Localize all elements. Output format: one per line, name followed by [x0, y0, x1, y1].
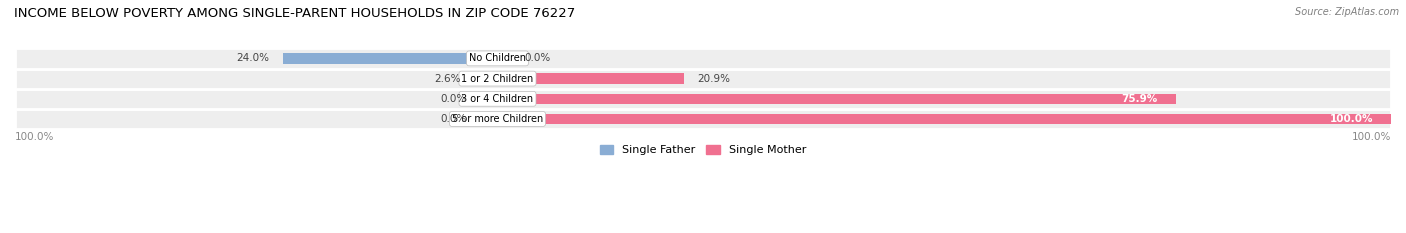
Bar — [15, 48, 1391, 69]
Bar — [498, 73, 685, 84]
Text: 0.0%: 0.0% — [440, 114, 467, 124]
Text: 100.0%: 100.0% — [1330, 114, 1374, 124]
Bar — [15, 109, 1391, 129]
Text: 100.0%: 100.0% — [1351, 132, 1391, 142]
Bar — [15, 69, 1391, 89]
Text: 100.0%: 100.0% — [15, 132, 55, 142]
Bar — [15, 89, 1391, 109]
Text: No Children: No Children — [470, 53, 526, 63]
Bar — [474, 73, 498, 84]
Text: 3 or 4 Children: 3 or 4 Children — [461, 94, 533, 104]
Text: 1 or 2 Children: 1 or 2 Children — [461, 74, 534, 84]
Bar — [498, 114, 1391, 124]
Text: 0.0%: 0.0% — [440, 94, 467, 104]
Bar — [498, 93, 1175, 104]
Text: 24.0%: 24.0% — [236, 53, 270, 63]
Text: 0.0%: 0.0% — [524, 53, 551, 63]
Bar — [479, 114, 498, 124]
Bar — [498, 53, 516, 64]
Text: 20.9%: 20.9% — [697, 74, 731, 84]
Text: 5 or more Children: 5 or more Children — [451, 114, 543, 124]
Legend: Single Father, Single Mother: Single Father, Single Mother — [596, 140, 810, 160]
Text: INCOME BELOW POVERTY AMONG SINGLE-PARENT HOUSEHOLDS IN ZIP CODE 76227: INCOME BELOW POVERTY AMONG SINGLE-PARENT… — [14, 7, 575, 20]
Text: 2.6%: 2.6% — [434, 74, 461, 84]
Bar — [479, 93, 498, 104]
Text: 75.9%: 75.9% — [1122, 94, 1157, 104]
Bar — [283, 53, 498, 64]
Text: Source: ZipAtlas.com: Source: ZipAtlas.com — [1295, 7, 1399, 17]
